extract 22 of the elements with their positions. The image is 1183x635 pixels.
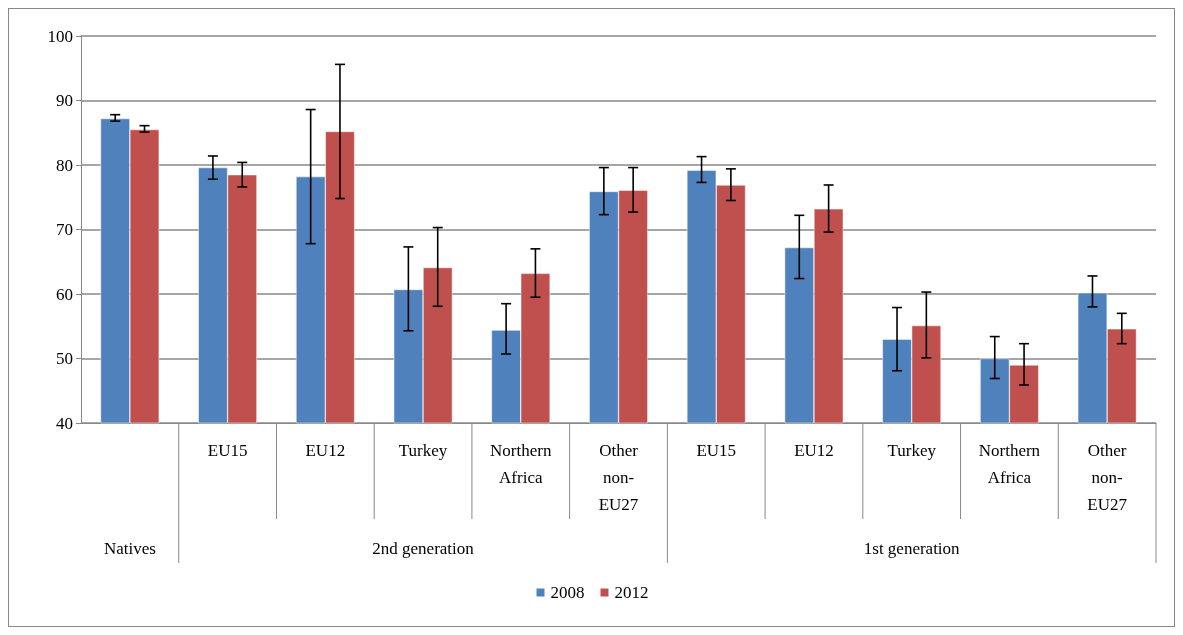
y-tick-label: 60	[56, 284, 73, 304]
y-tick-label: 40	[56, 413, 73, 433]
y-tick-label: 90	[56, 91, 73, 110]
x-tick-label: EU15	[696, 441, 737, 460]
y-tick-label: 50	[56, 349, 73, 368]
x-tick-label: Turkey	[398, 441, 448, 460]
x-tick-label: Other non-EU27	[1087, 441, 1128, 514]
x-tick-label: EU12	[305, 441, 346, 460]
x-tick-label: Other non-EU27	[598, 441, 639, 514]
x-tick-label: EU12	[794, 441, 834, 460]
y-tick-label: 100	[47, 26, 73, 46]
y-tick-label: 80	[56, 155, 73, 175]
legend-label: 2012	[614, 583, 649, 602]
x-tick-label: Turkey	[887, 441, 937, 460]
x-tick-label: Northern Africa	[978, 441, 1041, 487]
legend-label: 2008	[550, 583, 585, 602]
text: Natives	[103, 538, 156, 558]
x-tick-label: Northern Africa	[490, 441, 552, 487]
x-tick-label: EU15	[207, 441, 248, 460]
text: 2nd generation	[372, 538, 475, 558]
y-tick-label: 70	[56, 220, 73, 239]
text: 1st generation	[863, 538, 961, 558]
